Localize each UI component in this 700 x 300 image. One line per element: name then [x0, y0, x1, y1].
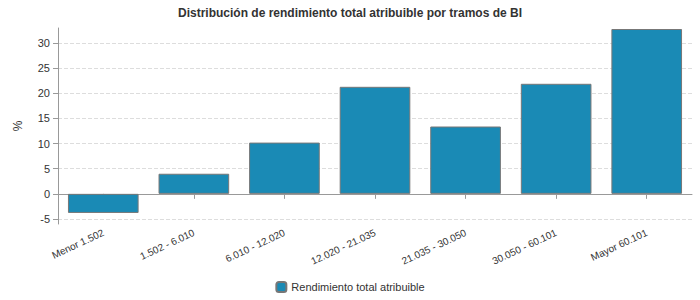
svg-text:10: 10 — [38, 138, 50, 150]
svg-text:Rendimiento total atribuible: Rendimiento total atribuible — [291, 281, 424, 293]
svg-text:Distribución de rendimiento to: Distribución de rendimiento total atribu… — [178, 6, 522, 20]
svg-text:Menor 1.502: Menor 1.502 — [50, 227, 106, 261]
svg-text:21.035 - 30.050: 21.035 - 30.050 — [400, 227, 468, 267]
svg-text:%: % — [11, 120, 25, 131]
svg-text:12.020 - 21.035: 12.020 - 21.035 — [309, 227, 377, 267]
svg-text:25: 25 — [38, 62, 50, 74]
svg-text:30.050 - 60.101: 30.050 - 60.101 — [490, 227, 558, 267]
svg-text:0: 0 — [44, 188, 50, 200]
svg-text:5: 5 — [44, 163, 50, 175]
svg-text:15: 15 — [38, 112, 50, 124]
svg-text:20: 20 — [38, 87, 50, 99]
svg-text:Mayor 60.101: Mayor 60.101 — [589, 227, 649, 263]
svg-text:-5: -5 — [40, 213, 50, 225]
svg-text:30: 30 — [38, 37, 50, 49]
svg-text:1.502 - 6.010: 1.502 - 6.010 — [138, 227, 196, 262]
svg-text:6.010 - 12.020: 6.010 - 12.020 — [224, 227, 287, 264]
